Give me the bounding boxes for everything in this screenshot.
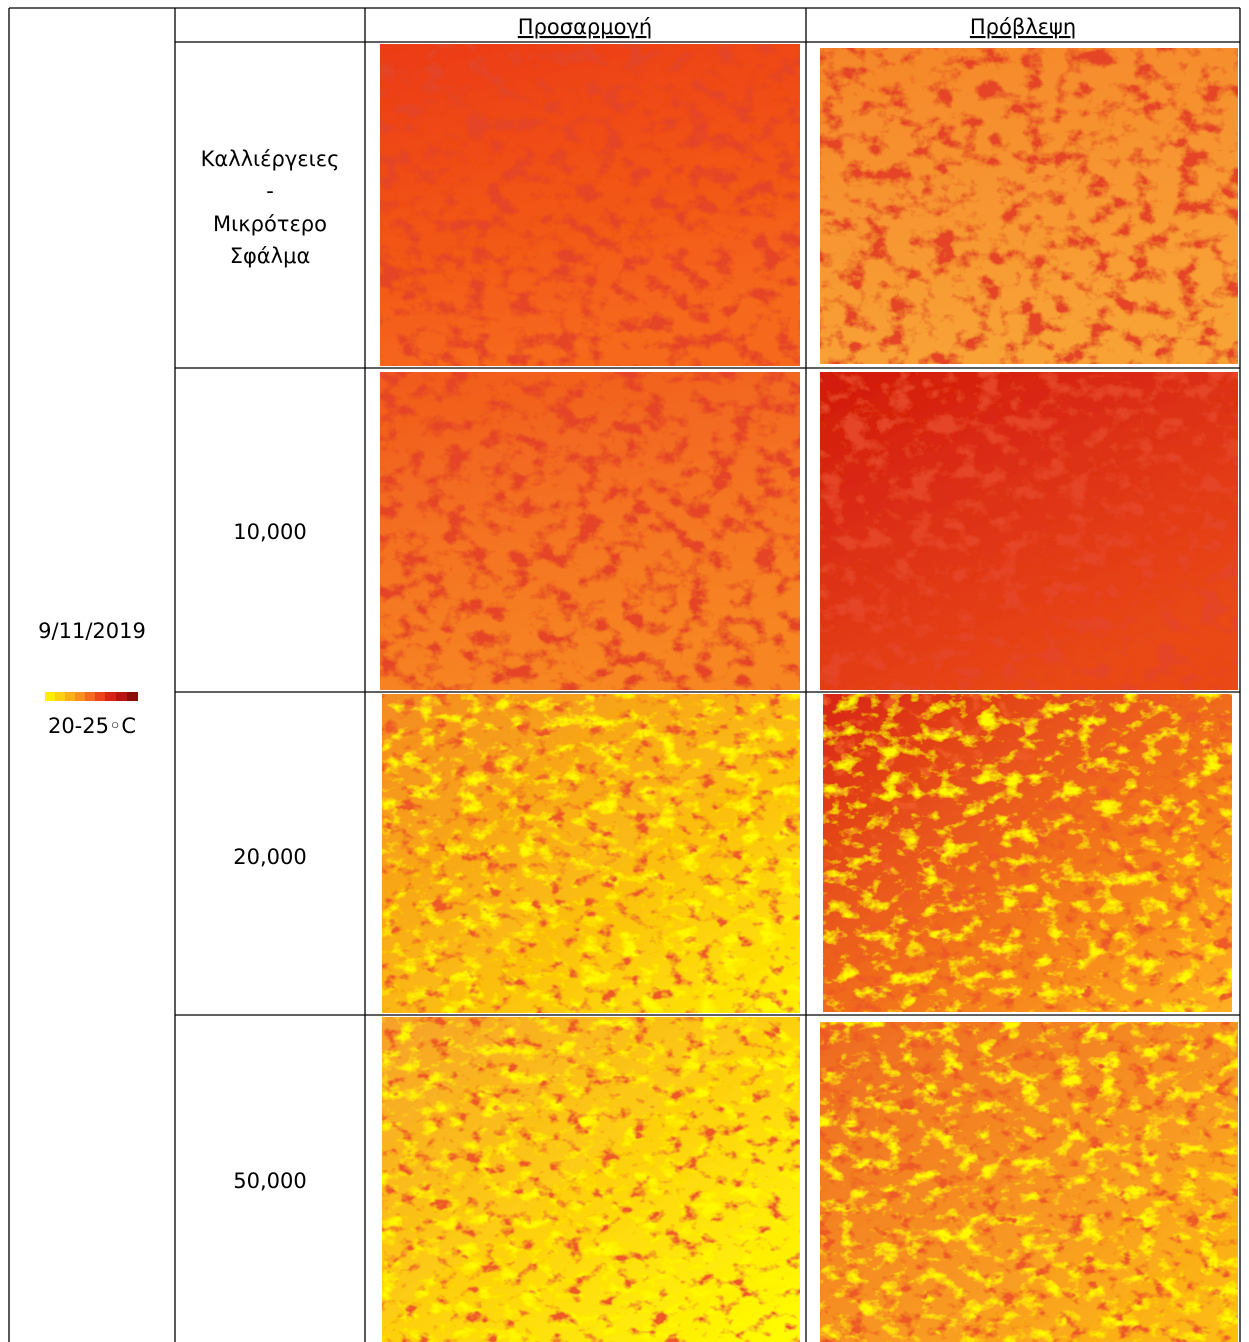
column-header: Πρόβλεψη [970,15,1076,39]
document: Προσαρμογή Πρόβλεψη 9/11/2019 20-25◦C Κα… [0,0,1249,1342]
page: Προσαρμογή Πρόβλεψη 9/11/2019 20-25◦C Κα… [0,0,1249,1342]
heatmap-image [823,694,1232,1012]
row-label: 10,000 [233,520,306,544]
heatmap-image [380,44,800,366]
heatmap-image [820,1022,1238,1342]
row-label: 50,000 [233,1169,306,1193]
color-legend [45,692,138,701]
row-label: Μικρότερο [213,212,327,236]
heatmap-image [382,1017,800,1342]
legend-swatch [55,692,65,701]
row-label: - [266,179,274,203]
heatmap-image [380,372,800,690]
legend-swatch [105,692,116,701]
row-label: 20,000 [233,845,306,869]
legend-label: 20-25◦C [48,714,136,738]
legend-swatch [45,692,55,701]
legend-swatch [65,692,75,701]
row-label: Σφάλμα [230,244,311,268]
legend-swatch [116,692,127,701]
heatmap-image [382,694,800,1013]
legend-swatch [85,692,95,701]
legend-swatch [127,692,138,701]
row-label: Καλλιέργειες [201,147,340,171]
column-header: Προσαρμογή [518,15,652,39]
heatmap-image [820,372,1238,690]
heatmap-image [820,48,1238,364]
date: 9/11/2019 [38,619,146,643]
legend-swatch [75,692,85,701]
legend-swatch [95,692,105,701]
